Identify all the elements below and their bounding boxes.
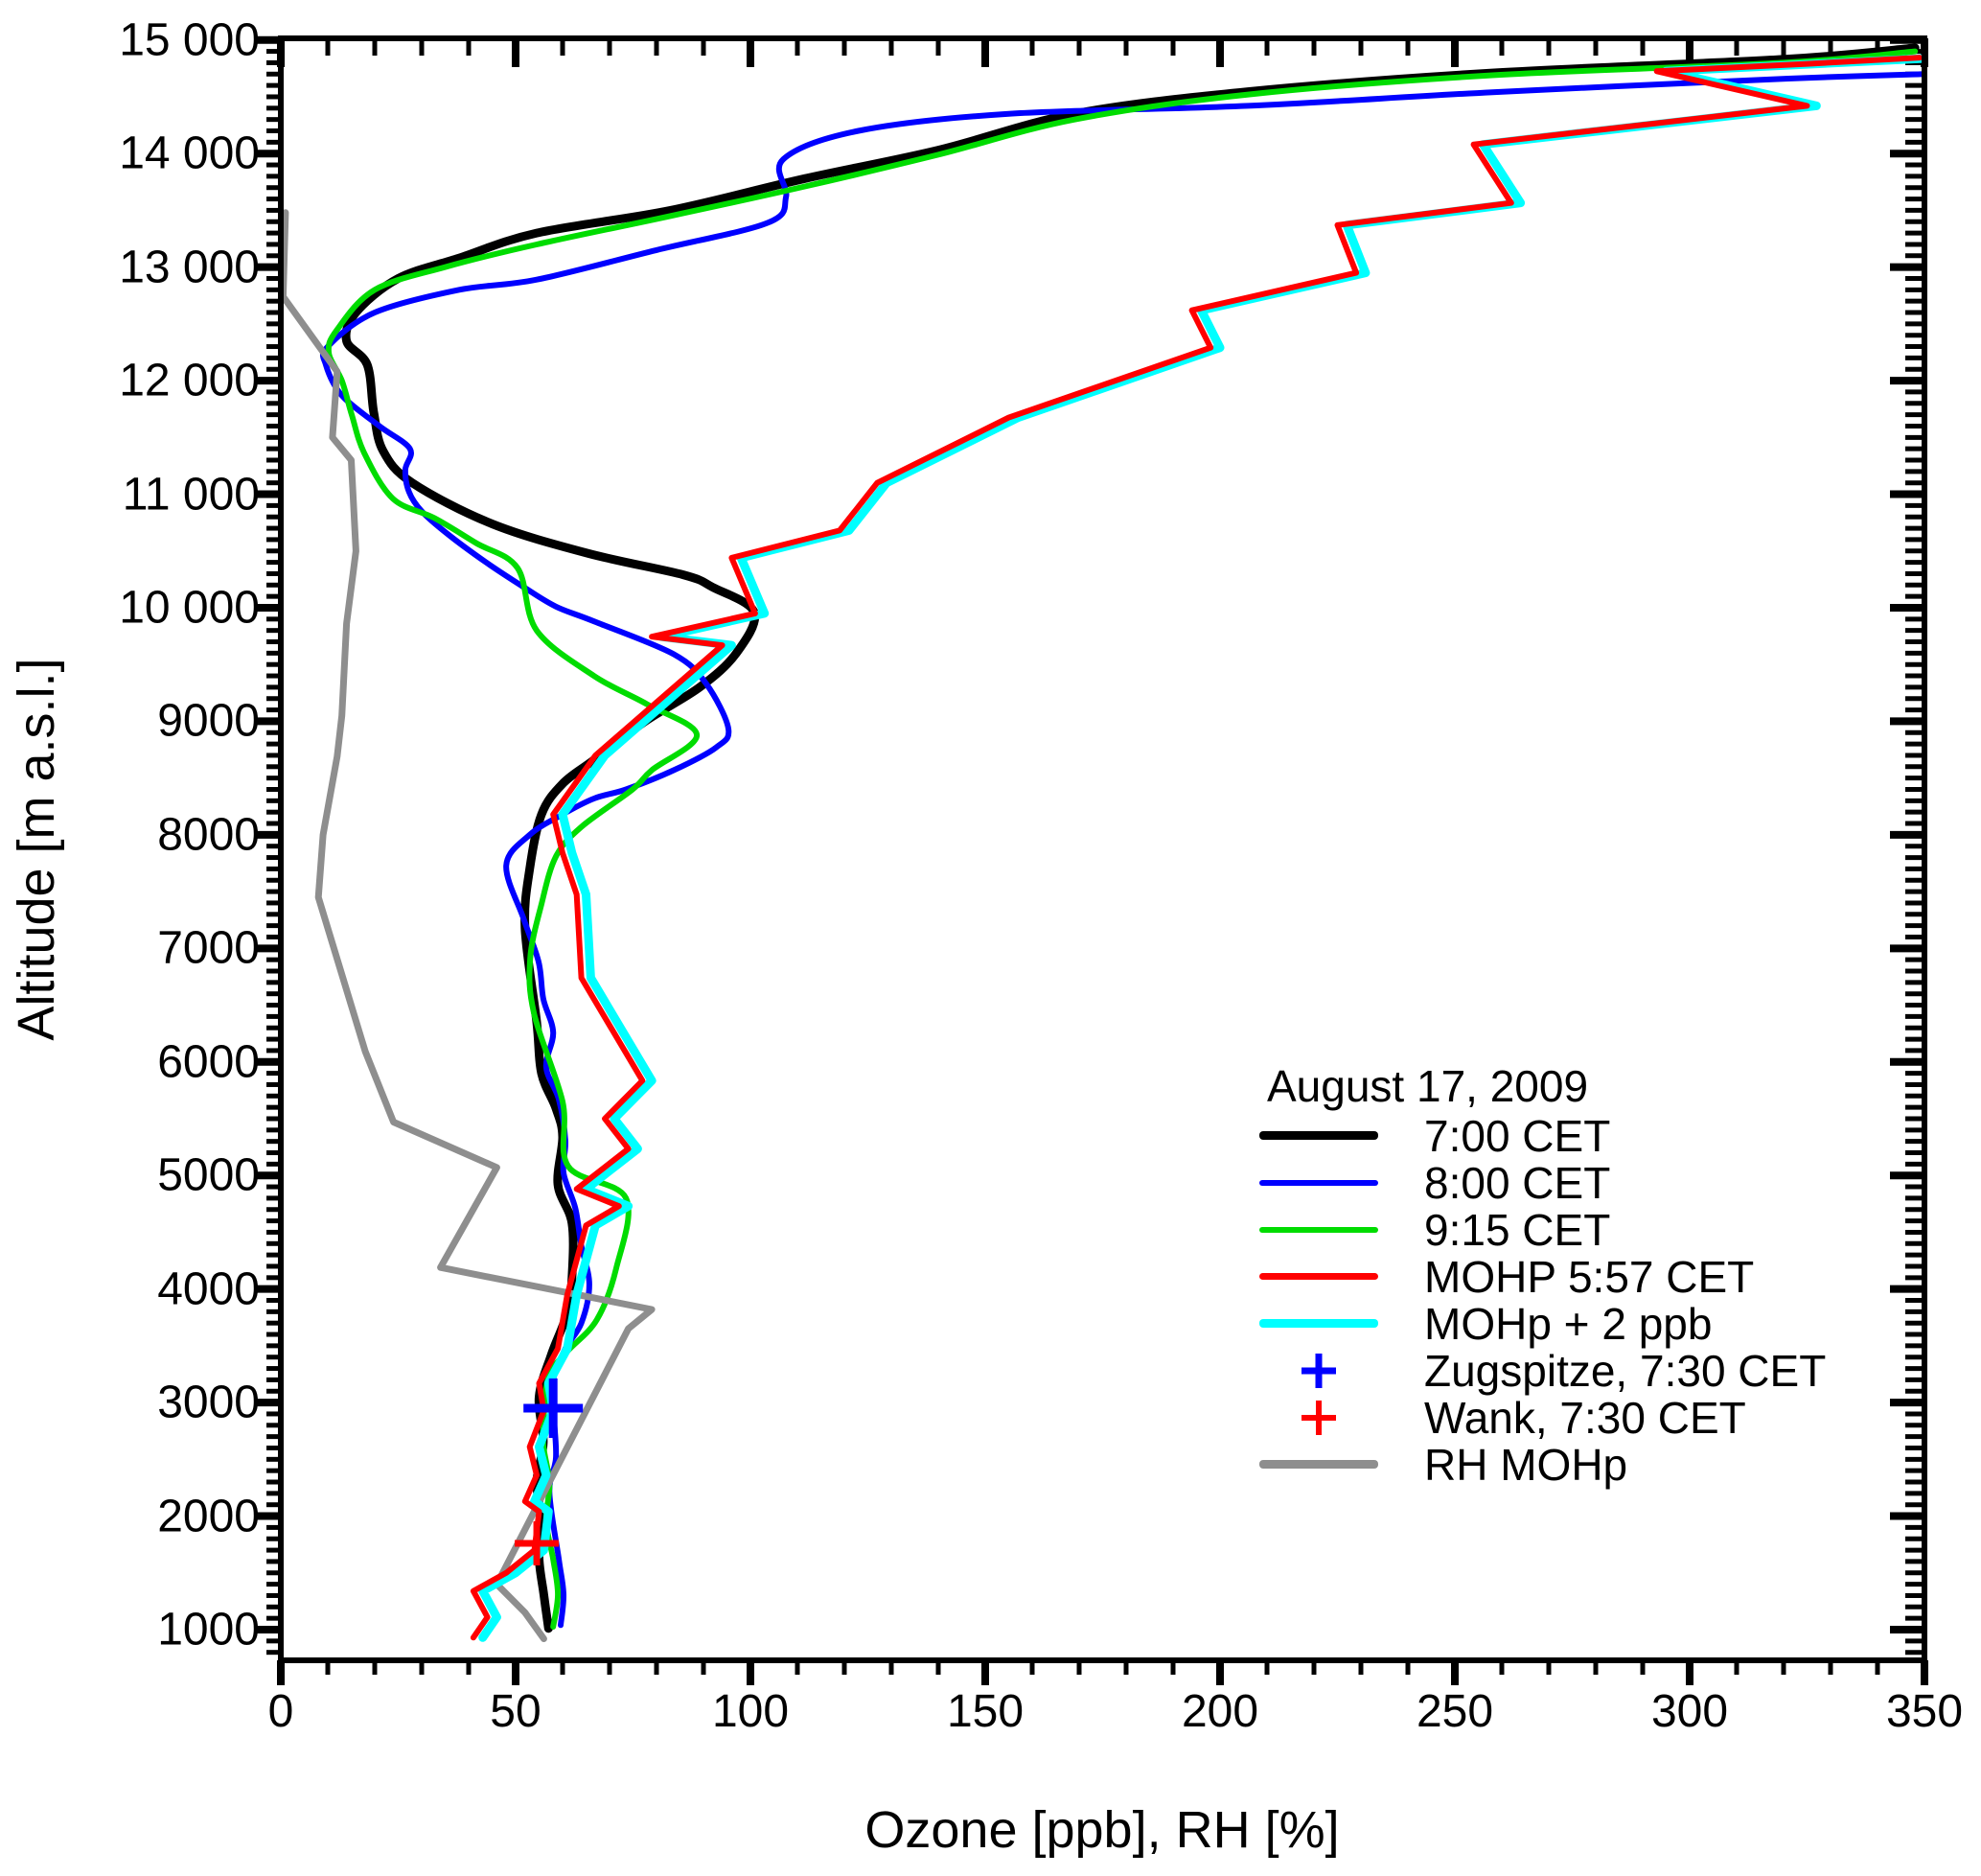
plus-marker-icon — [1255, 1400, 1382, 1435]
wank-marker — [515, 1520, 560, 1565]
y-tick-label: 3000 — [157, 1377, 260, 1428]
y-tick-label: 14 000 — [119, 127, 260, 179]
x-axis-title: Ozone [ppb], RH [%] — [864, 1801, 1340, 1859]
series-group — [281, 43, 1924, 1642]
x-tick-label: 250 — [1416, 1686, 1494, 1737]
line-swatch-icon — [1255, 1273, 1382, 1280]
legend-item: 9:15 CET — [1255, 1204, 1826, 1255]
series-rh-mohp — [281, 209, 656, 1642]
legend-item-label: MOHp + 2 ppb — [1424, 1298, 1713, 1349]
legend-item-label: MOHP 5:57 CET — [1424, 1251, 1755, 1302]
x-tick-label: 350 — [1885, 1686, 1964, 1737]
zugspitze-marker — [523, 1378, 584, 1439]
y-tick-label: 6000 — [157, 1036, 260, 1088]
legend-title: August 17, 2009 — [1267, 1061, 1589, 1111]
x-tick-label: 100 — [711, 1686, 790, 1737]
x-tick-label: 300 — [1650, 1686, 1729, 1737]
series-sonde-0915 — [325, 48, 1919, 1630]
line-swatch-icon — [1255, 1131, 1382, 1140]
y-axis-title: Altitude [m a.s.l.] — [8, 658, 65, 1041]
legend-rows: 7:00 CET 8:00 CET 9:15 CET MOHP 5:57 CET MOH… — [1255, 1110, 1827, 1490]
y-tick-label: 8000 — [157, 809, 260, 861]
legend-item: Wank, 7:30 CET — [1255, 1392, 1826, 1443]
line-swatch-icon — [1255, 1226, 1382, 1233]
legend-item: RH MOHp — [1255, 1439, 1826, 1490]
x-tick-label: 0 — [267, 1686, 294, 1737]
y-tick-label: 12 000 — [119, 355, 260, 406]
y-tick-label: 5000 — [157, 1149, 260, 1201]
y-tick-label: 4000 — [157, 1263, 260, 1315]
legend-item-label: 9:15 CET — [1424, 1204, 1611, 1255]
legend-item-label: 7:00 CET — [1424, 1110, 1611, 1161]
series-mohp-0557 — [470, 55, 1923, 1641]
x-tick-label: 200 — [1181, 1686, 1259, 1737]
y-tick-label: 13 000 — [119, 242, 260, 293]
y-tick-label: 7000 — [157, 922, 260, 974]
y-tick-label: 15 000 — [119, 14, 260, 66]
legend-item-label: Zugspitze, 7:30 CET — [1424, 1345, 1827, 1396]
y-tick-label: 2000 — [157, 1491, 260, 1542]
series-mohp-plus2 — [478, 54, 1924, 1642]
plot-frame — [278, 35, 1927, 1663]
legend-item: MOHp + 2 ppb — [1255, 1298, 1826, 1349]
y-tick-label: 10 000 — [119, 582, 260, 634]
legend-item-label: 8:00 CET — [1424, 1157, 1611, 1208]
legend: August 17, 2009 7:00 CET 8:00 CET 9:15 CET… — [1255, 1060, 1827, 1490]
legend-item: Zugspitze, 7:30 CET — [1255, 1345, 1827, 1396]
x-tick-label: 50 — [490, 1686, 541, 1737]
legend-item-label: Wank, 7:30 CET — [1424, 1392, 1746, 1443]
plus-marker-icon — [1255, 1353, 1382, 1388]
y-tick-label: 9000 — [157, 695, 260, 747]
line-swatch-icon — [1255, 1319, 1382, 1328]
legend-item: 8:00 CET — [1255, 1157, 1826, 1208]
line-swatch-icon — [1255, 1179, 1382, 1186]
legend-item: 7:00 CET — [1255, 1110, 1826, 1161]
legend-item: MOHP 5:57 CET — [1255, 1251, 1826, 1302]
x-tick-label: 150 — [946, 1686, 1025, 1737]
y-tick-label: 11 000 — [122, 469, 260, 521]
y-tick-label: 1000 — [157, 1604, 260, 1656]
line-swatch-icon — [1255, 1460, 1382, 1469]
legend-item-label: RH MOHp — [1424, 1439, 1628, 1490]
